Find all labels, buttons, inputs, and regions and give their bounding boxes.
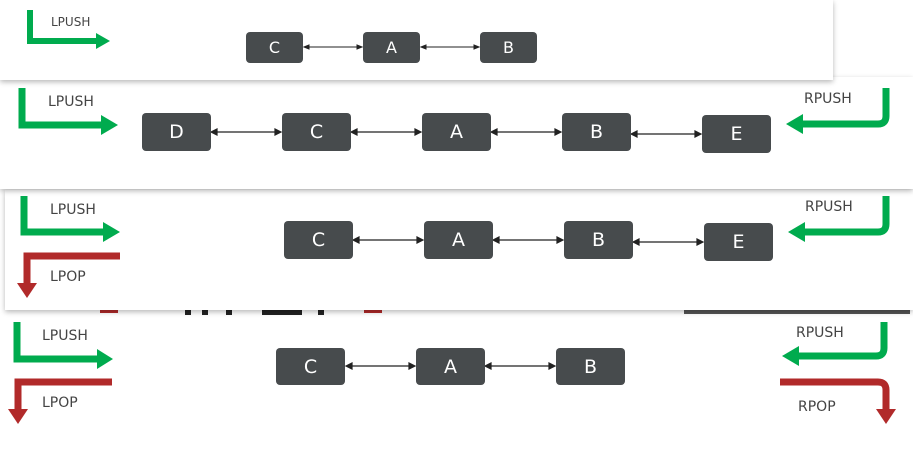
- lpush-label: LPUSH: [51, 15, 91, 29]
- lpop-arrow: [8, 378, 112, 424]
- rpop-label: RPOP: [798, 399, 836, 415]
- background-fragment: [185, 309, 191, 315]
- rpush-arrow: [782, 322, 888, 366]
- panel-2-connectors: [209, 128, 703, 138]
- rpush-label: RPUSH: [804, 91, 852, 107]
- background-fragment: [100, 309, 118, 313]
- lpush-label: LPUSH: [48, 94, 94, 110]
- lpop-label: LPOP: [42, 395, 78, 411]
- list-node: A: [422, 113, 491, 151]
- background-fragment: [364, 309, 382, 313]
- lpush-arrow: [13, 322, 113, 369]
- lpush-arrow: [20, 196, 120, 242]
- lpush-label: LPUSH: [42, 328, 88, 344]
- panel-3-connectors: [351, 236, 705, 246]
- lpush-label: LPUSH: [50, 202, 96, 218]
- list-node: E: [702, 115, 771, 153]
- panel-4-connectors: [344, 362, 557, 370]
- background-fragment: [318, 309, 324, 315]
- list-node: A: [416, 348, 485, 385]
- rpop-arrow: [780, 378, 896, 424]
- lpop-label: LPOP: [50, 269, 86, 285]
- list-node: C: [276, 348, 345, 385]
- list-node: B: [480, 32, 537, 63]
- panel-1-connectors: [302, 44, 481, 50]
- list-node: C: [246, 32, 303, 63]
- background-fragment: [262, 309, 302, 315]
- list-node: A: [363, 32, 420, 63]
- background-fragment: [202, 309, 208, 315]
- list-node: A: [424, 221, 493, 259]
- background-fragment: [226, 309, 232, 315]
- list-node: B: [556, 348, 625, 385]
- list-node: D: [142, 113, 211, 151]
- background-fragment: [684, 309, 910, 314]
- list-node: B: [562, 113, 631, 151]
- rpush-arrow: [786, 88, 890, 134]
- list-node: E: [704, 223, 773, 261]
- list-node: C: [284, 221, 353, 259]
- lpush-arrow: [27, 10, 110, 49]
- rpush-label: RPUSH: [796, 325, 844, 341]
- lpush-arrow: [18, 88, 118, 135]
- rpush-arrow: [788, 196, 890, 242]
- list-node: C: [282, 113, 351, 151]
- rpush-label: RPUSH: [805, 199, 853, 215]
- list-node: B: [564, 221, 633, 259]
- lpop-arrow: [17, 252, 120, 298]
